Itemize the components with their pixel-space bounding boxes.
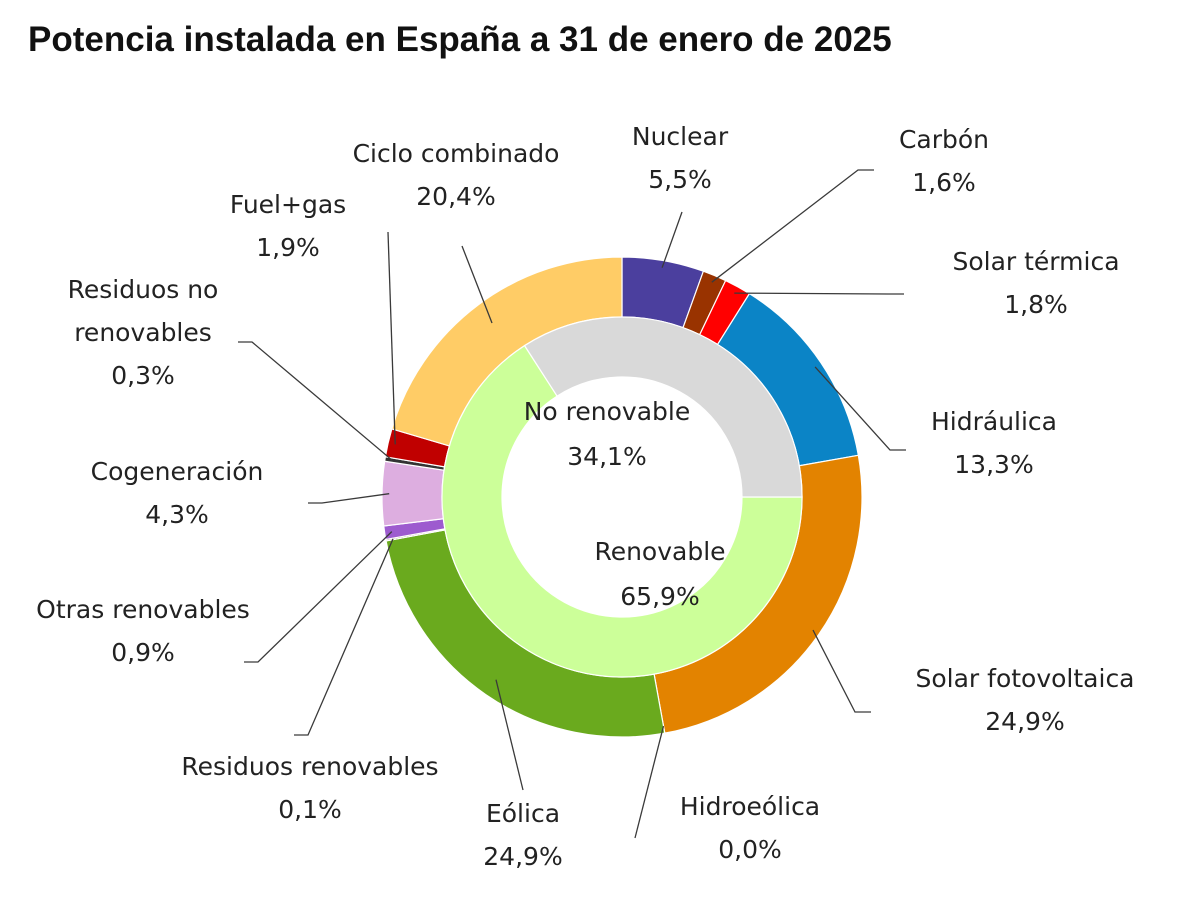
value-nuclear: 5,5% [648, 165, 712, 194]
value-eolica: 24,9% [483, 842, 562, 871]
value-hidroeolica: 0,0% [718, 835, 782, 864]
label-solar-fotovoltaica: Solar fotovoltaica 24,9% [915, 664, 1134, 736]
value-hidraulica: 13,3% [954, 450, 1033, 479]
slice-cogeneracion [381, 460, 445, 527]
value-solar-termica: 1,8% [1004, 290, 1068, 319]
leader-otras-renovables [244, 531, 393, 663]
leader-eolica [495, 679, 524, 791]
leader-nuclear [661, 211, 683, 268]
slice-labels: Nuclear 5,5% Carbón 1,6% Solar térmica 1,8% Hi… [36, 122, 1134, 871]
leader-hidraulica [814, 366, 906, 451]
label-hidraulica: Hidráulica 13,3% [931, 407, 1057, 479]
value-carbon: 1,6% [912, 168, 976, 197]
chart-title: Potencia instalada en España a 31 de ene… [28, 20, 892, 59]
value-residuos-no-renovables: 0,3% [111, 361, 175, 390]
inner-ring [441, 316, 803, 678]
slice-renovable [441, 344, 803, 678]
label-residuos-no-renovables: Residuos no renovables 0,3% [68, 275, 219, 390]
label-nuclear: Nuclear 5,5% [632, 122, 729, 194]
label-eolica: Eólica 24,9% [483, 799, 562, 871]
label-ciclo-combinado: Ciclo combinado 20,4% [353, 139, 560, 211]
value-ciclo-combinado: 20,4% [416, 182, 495, 211]
label-solar-termica: Solar térmica 1,8% [952, 247, 1119, 319]
value-no-renovable: 34,1% [567, 442, 646, 471]
value-otras-renovables: 0,9% [111, 638, 175, 667]
value-cogeneracion: 4,3% [145, 500, 209, 529]
label-renovable: Renovable 65,9% [594, 537, 725, 611]
value-fuel-gas: 1,9% [256, 233, 320, 262]
label-otras-renovables: Otras renovables 0,9% [36, 595, 250, 667]
inner-labels: No renovable 34,1% Renovable 65,9% [524, 397, 726, 611]
leader-carbon [711, 169, 874, 283]
value-solar-fotovoltaica: 24,9% [985, 707, 1064, 736]
label-fuel-gas: Fuel+gas 1,9% [230, 190, 346, 262]
leader-cogeneracion [308, 493, 390, 504]
label-residuos-renovables: Residuos renovables 0,1% [181, 752, 438, 824]
label-no-renovable: No renovable 34,1% [524, 397, 691, 471]
leader-solar-termica [734, 292, 904, 295]
leader-residuos-renovables [294, 538, 394, 736]
leader-hidroeolica [634, 725, 665, 839]
slice-no-renovable [523, 316, 803, 498]
leader-ciclo-combinado [461, 245, 493, 324]
label-carbon: Carbón 1,6% [899, 125, 989, 197]
outer-ring [381, 256, 863, 738]
value-renovable: 65,9% [620, 582, 699, 611]
label-hidroeolica: Hidroeólica 0,0% [680, 792, 820, 864]
leader-residuos-no-renovables [238, 341, 393, 461]
value-residuos-renovables: 0,1% [278, 795, 342, 824]
label-cogeneracion: Cogeneración 4,3% [91, 457, 264, 529]
leader-fuel-gas [387, 231, 396, 445]
leader-lines [238, 169, 906, 839]
leader-solar-fotovoltaica [812, 629, 871, 713]
